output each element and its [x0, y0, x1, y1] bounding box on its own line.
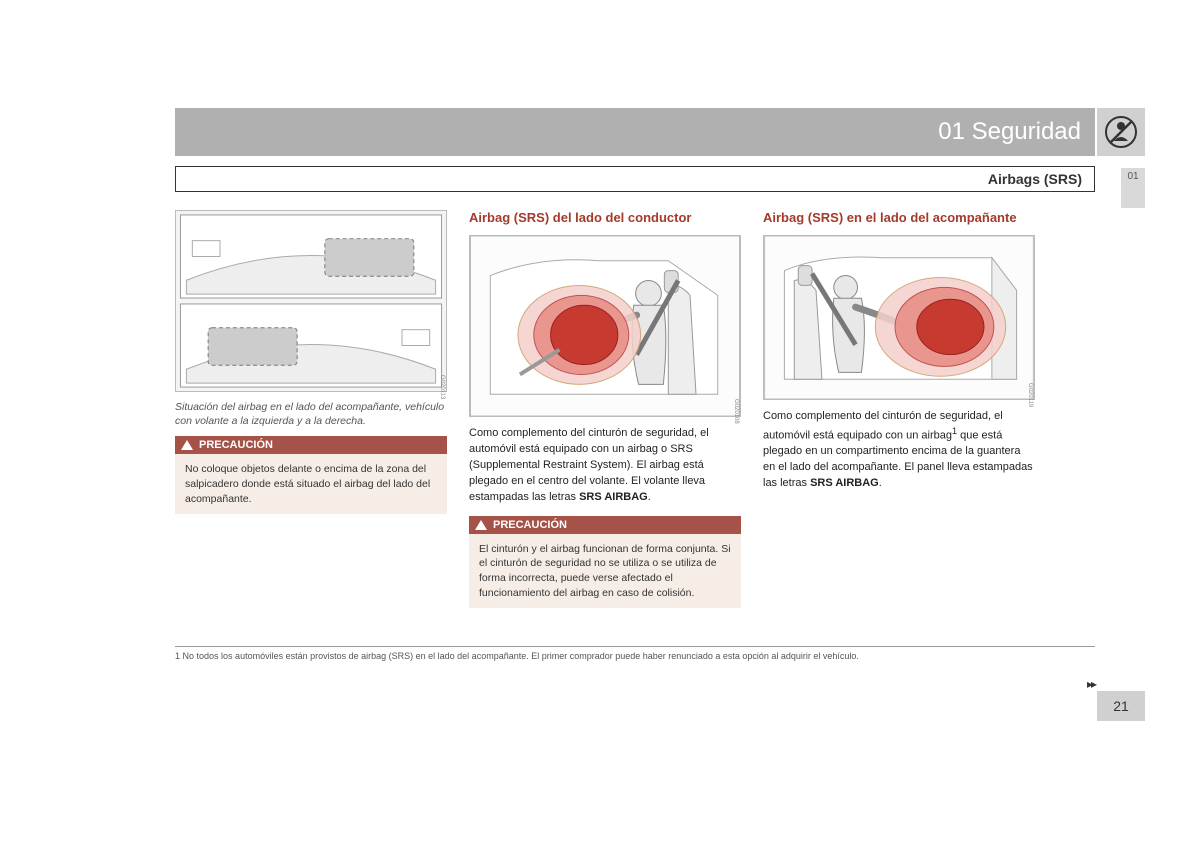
footnote: 1 No todos los automóviles están provist…: [175, 651, 1095, 661]
illustration-driver-airbag: G020108: [469, 235, 741, 426]
section-header: Airbags (SRS): [175, 166, 1095, 192]
warning-box: PRECAUCIÓN El cinturón y el airbag funci…: [469, 516, 741, 609]
body-text: Como complemento del cinturón de segurid…: [469, 426, 741, 506]
column-2: Airbag (SRS) del lado del conductor: [469, 210, 741, 618]
warning-label: PRECAUCIÓN: [493, 519, 567, 531]
image-code: G020108: [733, 399, 739, 424]
footnote-marker: 1: [175, 651, 180, 661]
illustration-dashboard-airbag: G020113: [175, 210, 447, 401]
warning-triangle-icon: [181, 440, 193, 450]
chapter-title: 01 Seguridad: [938, 118, 1081, 146]
column-heading: Airbag (SRS) del lado del conductor: [469, 210, 741, 227]
body-text: Como complemento del cinturón de segurid…: [763, 409, 1035, 492]
warning-header: PRECAUCIÓN: [175, 436, 447, 454]
image-code: G020119: [1027, 383, 1033, 407]
illustration-passenger-airbag: G020119: [763, 235, 1035, 409]
footnote-text: No todos los automóviles están provistos…: [183, 651, 859, 661]
warning-label: PRECAUCIÓN: [199, 439, 273, 451]
illustration-caption: Situación del airbag en el lado del acom…: [175, 401, 447, 428]
image-code: G020113: [439, 375, 445, 399]
column-1: G020113 Situación del airbag en el lado …: [175, 210, 447, 618]
warning-box: PRECAUCIÓN No coloque objetos delante o …: [175, 436, 447, 514]
column-3: Airbag (SRS) en el lado del acompañante: [763, 210, 1035, 618]
continue-arrows-icon: ▸▸: [1087, 677, 1095, 691]
chapter-header: 01 Seguridad: [175, 108, 1095, 156]
side-tab: 01: [1121, 168, 1145, 208]
section-title: Airbags (SRS): [988, 171, 1082, 187]
chapter-icon-box: [1097, 108, 1145, 156]
page-number: 21: [1097, 691, 1145, 721]
footnote-rule: [175, 646, 1095, 647]
content-columns: G020113 Situación del airbag en el lado …: [175, 210, 1095, 618]
column-heading: Airbag (SRS) en el lado del acompañante: [763, 210, 1035, 227]
warning-triangle-icon: [475, 520, 487, 530]
warning-text: No coloque objetos delante o encima de l…: [175, 454, 447, 514]
manual-page: 01 Seguridad Airbags (SRS) 01: [175, 108, 1095, 661]
seatbelt-icon: [1104, 115, 1138, 149]
warning-text: El cinturón y el airbag funcionan de for…: [469, 534, 741, 609]
warning-header: PRECAUCIÓN: [469, 516, 741, 534]
